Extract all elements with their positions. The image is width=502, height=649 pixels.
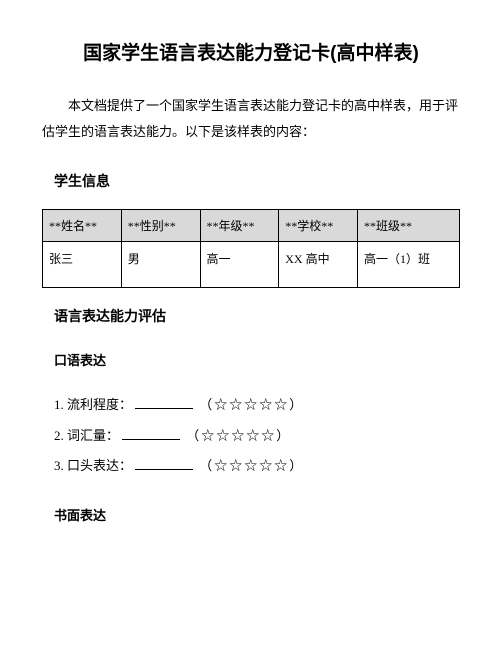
oral-list: 1. 流利程度： （☆☆☆☆☆） 2. 词汇量： （☆☆☆☆☆） 3. 口头表达… <box>54 391 460 481</box>
oral-heading: 口语表达 <box>54 350 460 369</box>
cell-grade: 高一 <box>200 242 279 288</box>
list-item: 2. 词汇量： （☆☆☆☆☆） <box>54 422 460 451</box>
header-school: **学校** <box>279 210 358 242</box>
header-gender: **性别** <box>121 210 200 242</box>
written-heading: 书面表达 <box>54 505 460 524</box>
cell-name: 张三 <box>43 242 122 288</box>
assessment-heading: 语言表达能力评估 <box>54 306 460 326</box>
blank-line <box>135 456 193 470</box>
list-item: 3. 口头表达： （☆☆☆☆☆） <box>54 452 460 481</box>
header-grade: **年级** <box>200 210 279 242</box>
table-header-row: **姓名** **性别** **年级** **学校** **班级** <box>43 210 460 242</box>
item-stars: （☆☆☆☆☆） <box>186 428 291 443</box>
item-num: 3. <box>54 458 64 473</box>
cell-school: XX 高中 <box>279 242 358 288</box>
item-num: 2. <box>54 428 64 443</box>
table-data-row: 张三 男 高一 XX 高中 高一（1）班 <box>43 242 460 288</box>
student-info-heading: 学生信息 <box>54 171 460 191</box>
item-stars: （☆☆☆☆☆） <box>199 397 304 412</box>
item-label: 流利程度： <box>67 397 132 412</box>
cell-class: 高一（1）班 <box>358 242 460 288</box>
blank-line <box>135 395 193 409</box>
item-label: 词汇量： <box>67 428 119 443</box>
intro-text: 本文档提供了一个国家学生语言表达能力登记卡的高中样表，用于评估学生的语言表达能力… <box>42 93 460 145</box>
student-info-table: **姓名** **性别** **年级** **学校** **班级** 张三 男 … <box>42 209 460 288</box>
blank-line <box>122 426 180 440</box>
item-label: 口头表达： <box>67 458 132 473</box>
list-item: 1. 流利程度： （☆☆☆☆☆） <box>54 391 460 420</box>
item-num: 1. <box>54 397 64 412</box>
cell-gender: 男 <box>121 242 200 288</box>
header-class: **班级** <box>358 210 460 242</box>
header-name: **姓名** <box>43 210 122 242</box>
item-stars: （☆☆☆☆☆） <box>199 458 304 473</box>
page-title: 国家学生语言表达能力登记卡(高中样表) <box>42 38 460 65</box>
